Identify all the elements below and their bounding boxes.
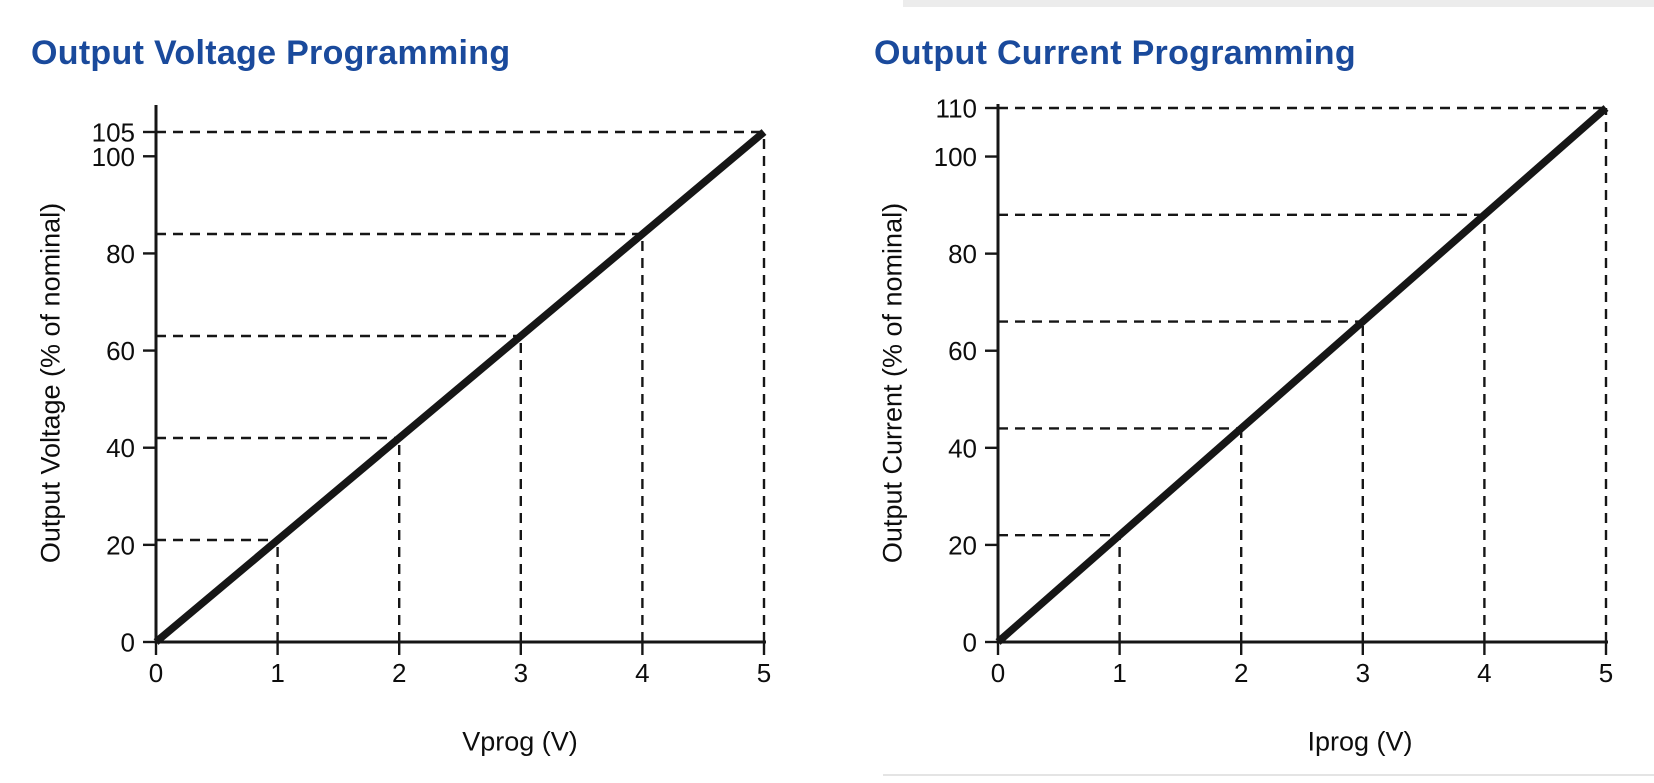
y-tick-label: 80: [948, 239, 977, 269]
y-tick-label: 60: [106, 336, 135, 366]
x-tick-label: 0: [149, 658, 163, 688]
x-tick-label: 1: [270, 658, 284, 688]
x-tick-label: 0: [991, 658, 1005, 688]
current-chart-plot: 0 20 40 60 80 100 110 0 1 2 3 4 5: [934, 94, 1614, 689]
x-tick-label: 3: [514, 658, 528, 688]
y-tick-label: 80: [106, 239, 135, 269]
x-tick-label: 2: [392, 658, 406, 688]
current-x-axis-label: Iprog (V): [1307, 726, 1413, 757]
x-tick-label: 5: [757, 658, 771, 688]
y-tick-label: 100: [934, 142, 977, 172]
y-tick-label: 60: [948, 336, 977, 366]
y-tick-label: 20: [106, 530, 135, 560]
x-tick-label: 3: [1356, 658, 1370, 688]
x-tick-label: 4: [635, 658, 649, 688]
y-tick-label: 105: [92, 118, 135, 148]
y-tick-label: 110: [936, 94, 977, 124]
current-chart-title: Output Current Programming: [874, 34, 1356, 72]
y-tick-label: 100: [92, 142, 135, 172]
x-tick-label: 5: [1599, 658, 1613, 688]
top-edge-strip: [903, 0, 1654, 7]
y-tick-label: 20: [948, 530, 977, 560]
y-tick-label: 40: [948, 433, 977, 463]
x-tick-label: 2: [1234, 658, 1248, 688]
voltage-x-axis-label: Vprog (V): [462, 726, 578, 757]
voltage-series-line: [153, 129, 767, 645]
y-tick-label: 40: [106, 433, 135, 463]
voltage-chart-title: Output Voltage Programming: [31, 34, 511, 72]
x-tick-label: 1: [1112, 658, 1126, 688]
current-series-line: [995, 105, 1609, 645]
y-tick-label: 0: [121, 628, 135, 658]
x-tick-label: 4: [1477, 658, 1491, 688]
y-tick-label: 0: [963, 628, 977, 658]
bottom-edge-line: [883, 774, 1654, 776]
